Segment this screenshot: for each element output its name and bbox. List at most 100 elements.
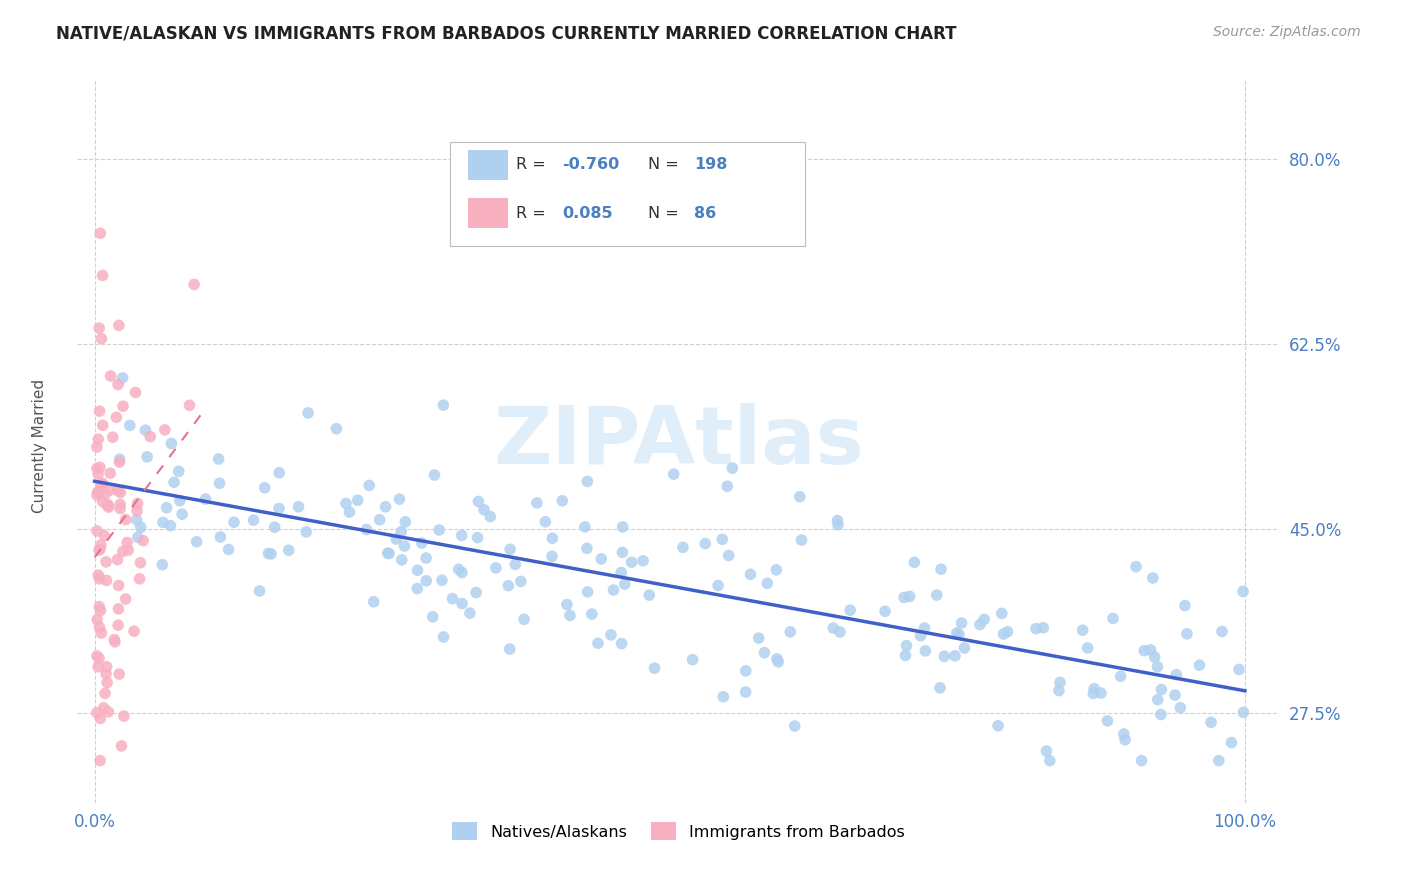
Point: [114, 591, 136, 606]
Point: [86, 488, 108, 502]
Point: [183, 277, 205, 292]
Point: [325, 422, 347, 436]
Point: [934, 649, 956, 664]
Point: [498, 579, 520, 593]
Point: [1097, 714, 1119, 728]
Point: [89, 603, 111, 617]
Point: [711, 533, 734, 547]
Point: [115, 535, 138, 549]
Point: [89, 404, 111, 418]
Point: [447, 562, 470, 576]
Text: -0.760: -0.760: [562, 157, 619, 172]
Point: [574, 520, 596, 534]
Point: [458, 606, 481, 620]
Point: [558, 608, 581, 623]
Point: [1114, 732, 1136, 747]
Point: [124, 385, 146, 400]
Point: [94, 686, 117, 700]
Point: [1232, 706, 1254, 720]
Point: [467, 494, 489, 508]
Point: [86, 648, 108, 663]
Point: [98, 466, 121, 480]
Point: [555, 598, 578, 612]
Point: [997, 624, 1019, 639]
Point: [100, 369, 122, 384]
Point: [87, 543, 110, 558]
Point: [1174, 599, 1197, 613]
Point: [253, 481, 276, 495]
Point: [110, 739, 132, 753]
Point: [576, 475, 599, 489]
Point: [89, 620, 111, 634]
Point: [896, 639, 918, 653]
Point: [93, 529, 115, 543]
Point: [1164, 688, 1187, 702]
Point: [86, 524, 108, 538]
Point: [695, 536, 717, 550]
Point: [717, 549, 740, 563]
Point: [748, 631, 770, 645]
Point: [1199, 715, 1222, 730]
Point: [86, 706, 108, 720]
Point: [378, 547, 401, 561]
Point: [766, 652, 789, 666]
Point: [1133, 643, 1156, 657]
Point: [356, 523, 378, 537]
Point: [415, 574, 437, 588]
Point: [89, 321, 111, 335]
Point: [1047, 683, 1070, 698]
Point: [96, 675, 118, 690]
Point: [711, 690, 734, 704]
Point: [1139, 643, 1161, 657]
Point: [581, 607, 603, 621]
Point: [89, 754, 111, 768]
Point: [766, 655, 789, 669]
Point: [385, 532, 408, 546]
Point: [827, 514, 849, 528]
Point: [948, 627, 970, 641]
Point: [89, 226, 111, 240]
Point: [1188, 658, 1211, 673]
Text: 198: 198: [695, 157, 727, 172]
Point: [406, 582, 429, 596]
FancyBboxPatch shape: [450, 142, 804, 246]
Point: [91, 268, 114, 283]
Point: [111, 544, 134, 558]
Point: [513, 612, 536, 626]
Point: [86, 440, 108, 454]
Point: [503, 558, 526, 572]
Point: [129, 556, 152, 570]
Point: [740, 567, 762, 582]
Point: [269, 466, 291, 480]
Point: [1039, 754, 1062, 768]
Point: [943, 648, 966, 663]
Point: [707, 578, 730, 592]
Point: [263, 520, 285, 534]
Point: [90, 626, 112, 640]
Point: [499, 542, 522, 557]
Point: [87, 659, 110, 673]
Text: Source: ZipAtlas.com: Source: ZipAtlas.com: [1213, 25, 1361, 39]
Point: [257, 546, 280, 560]
Point: [346, 493, 368, 508]
Bar: [468, 198, 508, 228]
Point: [129, 520, 152, 534]
Point: [167, 464, 190, 478]
Point: [472, 502, 495, 516]
Point: [117, 543, 139, 558]
Point: [93, 478, 115, 492]
Point: [1211, 624, 1233, 639]
Point: [620, 555, 643, 569]
Point: [122, 624, 145, 639]
Point: [1071, 624, 1094, 638]
Point: [90, 478, 112, 492]
Point: [422, 610, 444, 624]
Point: [929, 681, 952, 695]
Point: [839, 603, 862, 617]
Point: [1220, 735, 1243, 749]
Point: [1227, 663, 1250, 677]
Point: [89, 599, 111, 614]
Point: [423, 468, 446, 483]
Point: [682, 653, 704, 667]
Point: [1150, 682, 1173, 697]
